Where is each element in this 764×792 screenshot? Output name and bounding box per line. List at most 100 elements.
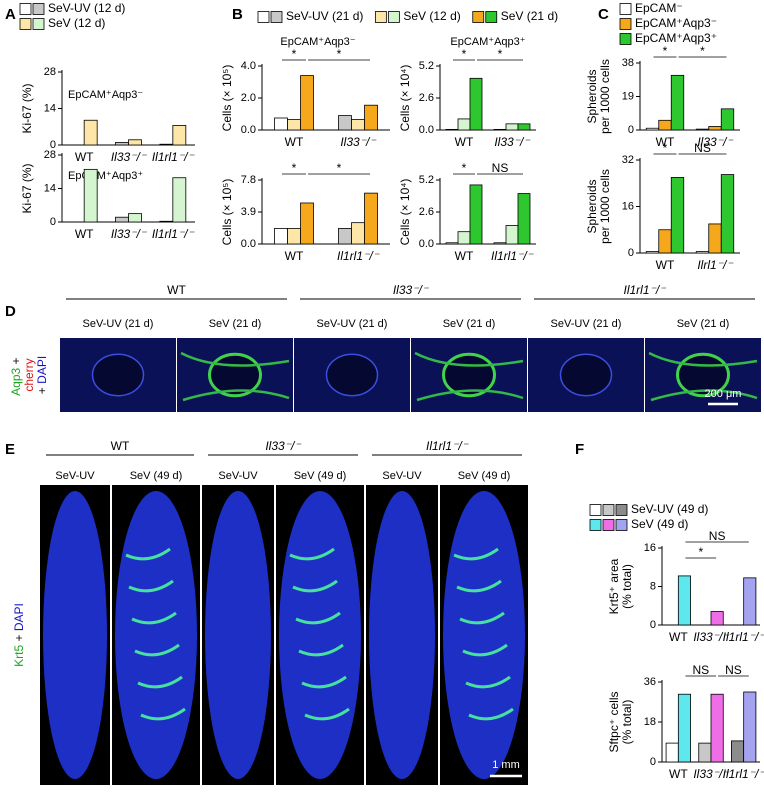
significance-label: NS xyxy=(694,141,711,155)
column-label: SeV (21 d) xyxy=(443,318,496,330)
group-label: Il33⁻/⁻ xyxy=(265,439,302,453)
legend-label: SeV (21 d) xyxy=(501,9,558,23)
bar xyxy=(469,77,483,131)
y-tick-label: 0.0 xyxy=(419,124,434,136)
legend-label: SeV-UV (21 d) xyxy=(286,9,363,23)
legend-swatch xyxy=(387,11,400,23)
x-tick-label: WT xyxy=(656,258,675,272)
x-tick-label: Il33⁻/⁻ xyxy=(693,630,730,644)
stain-label: + DAPI xyxy=(35,356,49,394)
bar xyxy=(128,139,142,146)
x-tick-label: WT xyxy=(656,135,675,149)
x-tick-label: Il33⁻/⁻ xyxy=(693,767,730,781)
panel-label: C xyxy=(598,6,609,23)
lung-lobe xyxy=(279,491,361,779)
legend-label: SeV (12 d) xyxy=(403,9,460,23)
y-tick-label: 0 xyxy=(650,619,656,631)
y-tick-label: 0 xyxy=(628,247,634,259)
column-label: SeV-UV (21 d) xyxy=(551,318,622,330)
bar xyxy=(364,104,378,131)
legend-swatch xyxy=(19,18,32,30)
y-axis-label: (% total) xyxy=(620,700,634,745)
significance-label: * xyxy=(292,47,297,61)
bar xyxy=(720,108,735,131)
group-label: Il33⁻/⁻ xyxy=(393,283,430,297)
x-tick-label: Il1rl1⁻/⁻ xyxy=(152,150,196,164)
bar xyxy=(172,125,187,146)
group-label: WT xyxy=(167,283,186,297)
stain-part: + xyxy=(12,631,26,645)
bar xyxy=(658,229,672,254)
bar xyxy=(159,143,174,146)
x-tick-label: WT xyxy=(455,249,474,263)
y-axis-label: Krt5⁺ area xyxy=(607,558,621,614)
y-axis-label: Spheroids xyxy=(585,179,599,233)
y-tick-label: 2.6 xyxy=(419,206,434,218)
krt5-region xyxy=(468,707,514,721)
panel-label: A xyxy=(5,6,16,23)
y-tick-label: 2.0 xyxy=(241,92,256,104)
bar xyxy=(677,693,691,763)
y-tick-label: 19 xyxy=(622,90,634,102)
bar xyxy=(128,213,142,223)
stain-part: DAPI xyxy=(12,603,26,631)
bar xyxy=(505,123,519,131)
bar xyxy=(83,119,98,146)
legend-swatch xyxy=(32,3,45,15)
krt5-region xyxy=(128,579,174,593)
krt5-region xyxy=(289,547,335,561)
stain-part: Aqp3 xyxy=(9,368,23,396)
x-tick-label: Il1rl1⁻/⁻ xyxy=(491,249,535,263)
y-tick-label: 0 xyxy=(650,756,656,768)
airway xyxy=(648,351,758,402)
krt5-region xyxy=(453,547,499,561)
significance-label: * xyxy=(337,47,342,61)
airway xyxy=(559,353,613,397)
bar xyxy=(172,177,187,223)
legend-swatch xyxy=(602,519,615,531)
column-label: SeV (49 d) xyxy=(458,470,511,482)
legend-swatch xyxy=(619,33,632,45)
lung-lobe xyxy=(43,491,107,779)
legend-label: SeV (49 d) xyxy=(631,517,688,531)
bar xyxy=(457,118,471,131)
significance-label: * xyxy=(498,47,503,61)
stain-label: cherry xyxy=(22,358,36,391)
y-axis-label: per 1000 cells xyxy=(598,169,612,244)
legend-swatch xyxy=(589,519,602,531)
bar xyxy=(351,222,365,245)
y-tick-label: 14 xyxy=(44,102,56,114)
bar xyxy=(457,231,471,245)
krt5-region xyxy=(140,707,186,721)
y-tick-label: 5.2 xyxy=(419,174,434,186)
bar xyxy=(708,126,722,131)
airway xyxy=(325,353,379,397)
bar xyxy=(743,691,757,763)
bar xyxy=(517,193,531,245)
bar xyxy=(670,177,685,254)
bar xyxy=(83,168,98,223)
x-tick-label: Ilrl1⁻/⁻ xyxy=(697,258,734,272)
y-axis-label: Spheroids xyxy=(585,69,599,123)
column-label: SeV (21 d) xyxy=(209,318,262,330)
bar xyxy=(287,228,301,245)
significance-label: * xyxy=(698,545,703,559)
y-tick-label: 16 xyxy=(622,200,634,212)
lung-lobe xyxy=(369,491,435,779)
stain-part: + xyxy=(9,354,23,368)
bar xyxy=(670,74,685,131)
bar xyxy=(274,117,288,131)
panel-label: F xyxy=(575,441,584,458)
stain-label: Krt5 + DAPI xyxy=(12,603,26,667)
legend-label: EpCAM⁺Aqp3⁺ xyxy=(635,31,717,45)
significance-label: NS xyxy=(725,663,742,677)
y-axis-label: Ki-67 (%) xyxy=(20,83,34,133)
group-label: Il1rl1⁻/⁻ xyxy=(426,439,470,453)
y-tick-label: 36 xyxy=(644,676,656,688)
scale-label: 1 mm xyxy=(492,759,520,771)
significance-label: NS xyxy=(692,663,709,677)
chart-title: EpCAM⁺Aqp3⁻ xyxy=(280,36,355,48)
x-tick-label: Il1rl1⁻/⁻ xyxy=(723,630,764,644)
y-tick-label: 0 xyxy=(50,216,56,228)
